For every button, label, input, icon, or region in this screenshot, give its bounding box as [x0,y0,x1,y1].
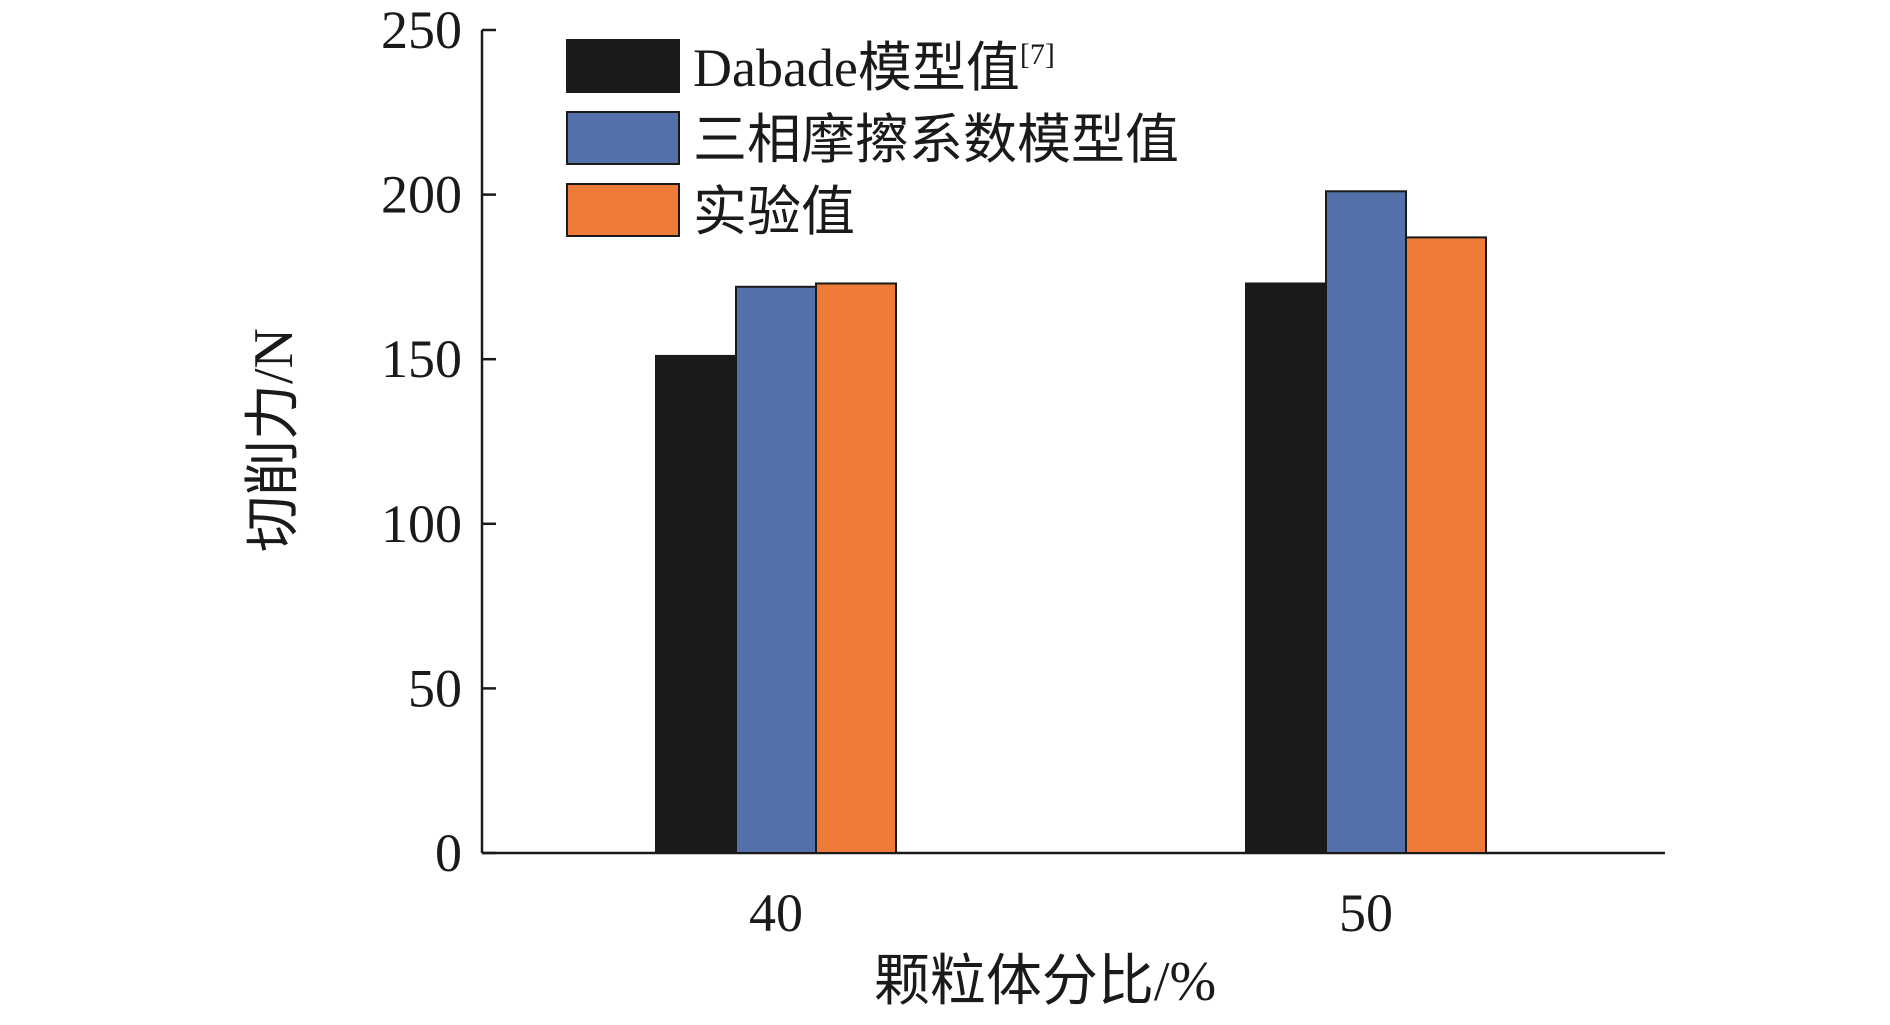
bar-2-50 [1325,190,1407,855]
legend-swatch-2 [566,111,680,165]
bar-1-40 [655,354,737,854]
legend-label-text: 实验值 [693,182,855,242]
y-tick-label: 200 [381,165,462,225]
legend-label-superscript: [7] [1020,38,1055,71]
legend-label-2: 三相摩擦系数模型值 [693,110,1179,170]
bar-3-50 [1405,236,1487,854]
y-tick-label: 150 [381,329,462,389]
y-tick-label: 0 [435,823,462,883]
bar-2-40 [735,285,817,854]
y-tick-label: 250 [381,0,462,60]
legend-label-text: Dabade模型值 [693,38,1020,98]
y-tick-label: 50 [408,658,462,718]
x-tick-label: 40 [749,883,803,943]
legend-label-1: Dabade模型值[7] [693,38,1055,98]
legend-label-text: 三相摩擦系数模型值 [693,110,1179,170]
bars [655,190,1487,855]
bar-1-50 [1245,282,1327,854]
y-tick-label: 100 [381,494,462,554]
legend-swatch-3 [566,183,680,237]
bar-3-40 [815,282,897,854]
y-axis-title: 切削力/N [243,328,305,552]
legend-label-3: 实验值 [693,182,855,242]
legend-swatch-1 [566,39,680,93]
x-tick-label: 50 [1339,883,1393,943]
x-axis-title: 颗粒体分比/% [874,951,1216,1013]
tick-labels: 0 50 100 150 200 250 40 50 [381,0,1393,943]
